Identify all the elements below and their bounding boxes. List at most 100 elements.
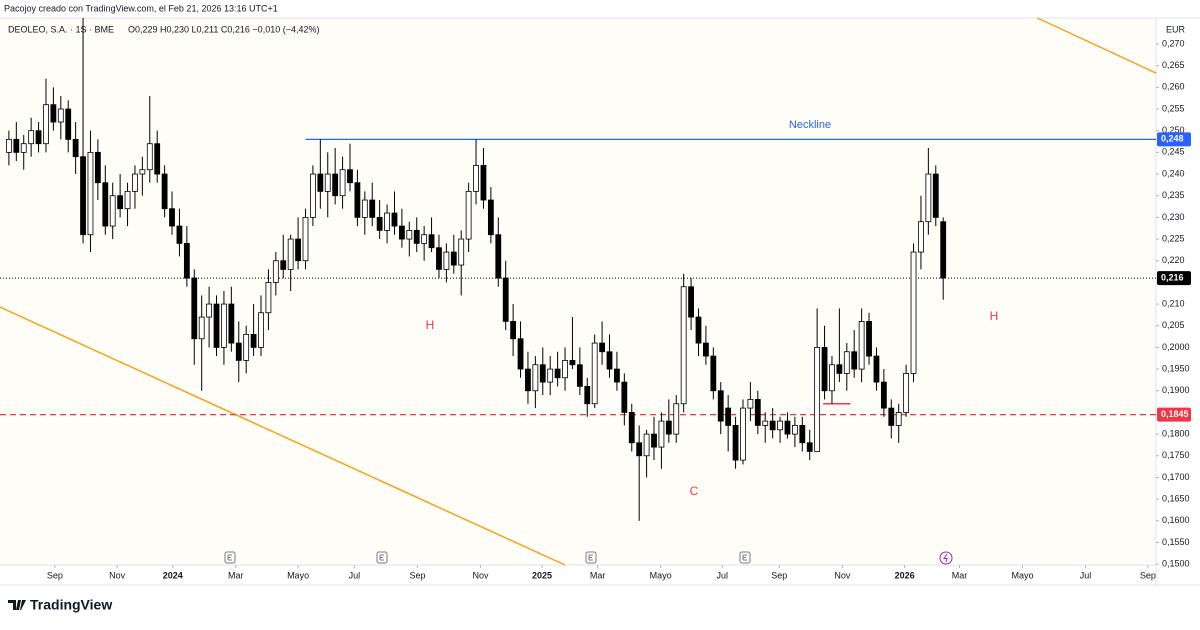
candle-body bbox=[436, 247, 442, 270]
price-label: 0,216 bbox=[1161, 272, 1184, 282]
x-tick-label: Jul bbox=[349, 570, 361, 580]
candle-body bbox=[376, 216, 383, 231]
candle-body bbox=[28, 130, 35, 145]
candle-body bbox=[643, 433, 650, 457]
x-tick-label: Sep bbox=[47, 570, 63, 580]
candle-body bbox=[547, 368, 554, 383]
candle-body bbox=[754, 399, 761, 426]
candle-body bbox=[695, 316, 702, 344]
y-tick-label: 0,260 bbox=[1162, 82, 1185, 92]
candle-body bbox=[562, 360, 568, 379]
candle-body bbox=[213, 303, 220, 348]
candle-body bbox=[183, 242, 190, 279]
y-tick-label: 0,255 bbox=[1162, 103, 1185, 113]
candle-body bbox=[65, 108, 72, 140]
y-tick-label: 0,1800 bbox=[1162, 428, 1190, 438]
y-tick-label: 0,1900 bbox=[1162, 385, 1190, 395]
candle-body bbox=[413, 229, 420, 244]
x-tick-label: Sep bbox=[409, 570, 425, 580]
candle-body bbox=[510, 321, 517, 340]
candle-body bbox=[880, 381, 887, 409]
candle-body bbox=[265, 281, 272, 314]
x-tick-label: Nov bbox=[109, 570, 126, 580]
candle-body bbox=[636, 442, 643, 457]
y-tick-label: 0,1750 bbox=[1162, 450, 1190, 460]
candle-body bbox=[740, 407, 746, 461]
candle-body bbox=[487, 199, 494, 236]
candle-body bbox=[109, 195, 116, 227]
y-tick-label: 0,1700 bbox=[1162, 472, 1190, 482]
event-markers bbox=[224, 551, 953, 565]
candle-body bbox=[146, 143, 153, 171]
candle-body bbox=[903, 373, 910, 413]
price-label-box bbox=[1157, 271, 1191, 286]
candle-body bbox=[584, 386, 591, 405]
plot-area bbox=[0, 18, 1156, 565]
x-tick-label: 2024 bbox=[163, 570, 183, 580]
candle-body bbox=[554, 368, 561, 379]
logo-mark bbox=[8, 600, 26, 610]
candle-body bbox=[243, 334, 250, 361]
candle-body bbox=[94, 151, 101, 184]
candle-body bbox=[13, 138, 20, 153]
candle-body bbox=[614, 368, 620, 383]
candle-body bbox=[443, 251, 450, 270]
axes: 0,270 0,265 0,260 0,255 0,250 0,245 0,240 0,235… bbox=[47, 38, 1191, 580]
candle-body bbox=[895, 412, 902, 426]
y-tick-label: 0,1600 bbox=[1162, 515, 1190, 525]
candle-body bbox=[932, 173, 939, 218]
candle-body bbox=[458, 238, 465, 266]
y-tick-label: 0,270 bbox=[1162, 38, 1185, 48]
candle-body bbox=[628, 412, 635, 444]
candle-body bbox=[777, 420, 783, 431]
candle-body bbox=[139, 169, 146, 175]
candle-body bbox=[102, 182, 109, 227]
y-tick-label: 0,1650 bbox=[1162, 493, 1190, 503]
earnings-icon bbox=[379, 554, 384, 561]
candle-body bbox=[473, 164, 479, 192]
candle-body bbox=[621, 381, 628, 413]
candle-body bbox=[925, 173, 932, 223]
x-tick-label: Mar bbox=[590, 570, 606, 580]
candle-body bbox=[725, 407, 732, 426]
candle-body bbox=[347, 169, 353, 184]
candle-body bbox=[361, 199, 368, 218]
candle-body bbox=[295, 238, 301, 262]
candle-body bbox=[20, 143, 27, 153]
candle-body bbox=[235, 342, 242, 361]
candle-body bbox=[658, 420, 665, 448]
earnings-marker[interactable] bbox=[585, 551, 597, 564]
logo-text: TradingView bbox=[30, 597, 112, 613]
price-label-box bbox=[1157, 407, 1191, 422]
candle-body bbox=[191, 277, 198, 340]
price-label: 0,1845 bbox=[1161, 409, 1189, 419]
y-tick-label: 0,205 bbox=[1162, 320, 1185, 330]
candle-body bbox=[525, 368, 531, 392]
candle-body bbox=[169, 208, 175, 227]
y-tick-label: 0,250 bbox=[1162, 125, 1185, 135]
y-tick-label: 0,220 bbox=[1162, 255, 1185, 265]
dividend-marker[interactable] bbox=[939, 551, 953, 565]
trend-line bbox=[1037, 17, 1157, 74]
candle-body bbox=[569, 360, 576, 366]
earnings-marker[interactable] bbox=[376, 551, 388, 564]
earnings-icon bbox=[742, 554, 747, 561]
candle-body bbox=[228, 303, 235, 344]
x-tick-label: Nov bbox=[834, 570, 851, 580]
annotation: H bbox=[426, 318, 435, 332]
candle-body bbox=[154, 143, 161, 175]
y-tick-label: 0,245 bbox=[1162, 147, 1185, 157]
candle-body bbox=[502, 277, 509, 322]
candle-body bbox=[5, 138, 12, 153]
candle-body bbox=[132, 173, 138, 192]
candle-body bbox=[606, 351, 613, 370]
candle-body bbox=[703, 342, 709, 357]
earnings-marker[interactable] bbox=[739, 551, 751, 564]
credit: Pacojoy creado con TradingView.com, el F… bbox=[4, 3, 278, 13]
candle-body bbox=[539, 364, 546, 383]
earnings-marker[interactable] bbox=[224, 551, 236, 564]
candle-body bbox=[673, 403, 680, 435]
candle-body bbox=[806, 442, 813, 452]
candle-body bbox=[287, 238, 294, 270]
